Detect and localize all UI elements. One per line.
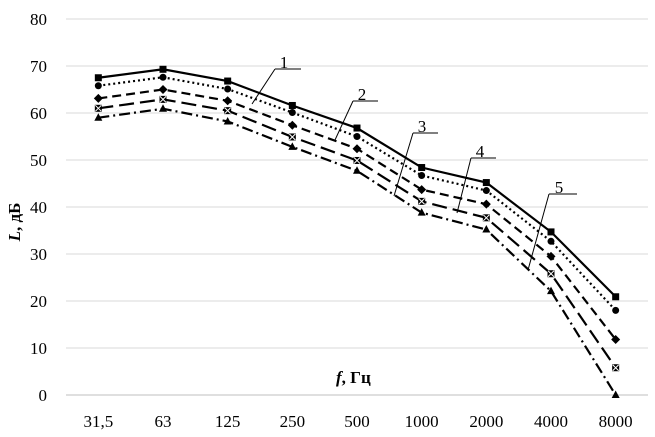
- data-point-2: [288, 109, 296, 117]
- data-point-2: [159, 73, 167, 81]
- data-point-1: [353, 124, 361, 132]
- curve-label: 2: [358, 85, 367, 104]
- data-point-2: [94, 82, 102, 90]
- data-point-1: [482, 179, 490, 187]
- curve-label: 4: [476, 142, 485, 161]
- y-tick-label: 80: [30, 10, 47, 29]
- data-point-4: [482, 214, 490, 222]
- curve-label-leader: [334, 100, 354, 141]
- data-point-5: [482, 225, 491, 233]
- data-point-4: [288, 133, 296, 141]
- data-point-4: [159, 95, 167, 103]
- data-point-5: [223, 116, 232, 125]
- data-point-3: [158, 85, 168, 94]
- data-point-3: [93, 93, 103, 103]
- x-tick-label: 63: [155, 412, 172, 431]
- data-point-5: [353, 166, 361, 174]
- curve-label-leader: [456, 157, 472, 214]
- curve-label: 1: [280, 53, 289, 72]
- data-point-2: [418, 172, 426, 180]
- data-point-1: [224, 77, 232, 85]
- y-tick-label: 70: [30, 57, 47, 76]
- y-tick-label: 20: [30, 292, 47, 311]
- data-point-3: [417, 185, 427, 195]
- data-point-2: [612, 306, 620, 314]
- data-point-4: [612, 364, 620, 372]
- curve-label-leader: [527, 193, 550, 271]
- data-point-3: [287, 120, 297, 130]
- data-point-4: [418, 197, 426, 205]
- data-point-1: [288, 101, 296, 109]
- y-tick-label: 0: [39, 386, 48, 405]
- data-point-2: [353, 133, 361, 140]
- curve-label-leader: [251, 68, 276, 105]
- x-tick-label: 250: [280, 412, 306, 431]
- data-point-5: [417, 208, 426, 216]
- x-tick-label: 1000: [405, 412, 439, 431]
- y-axis-label: L, дБ: [5, 203, 24, 243]
- data-point-3: [481, 199, 491, 209]
- data-point-1: [94, 74, 102, 82]
- x-tick-label: 2000: [469, 412, 503, 431]
- y-tick-labels: 0 10 20 30 40 50 60 70 80: [30, 10, 47, 405]
- x-tick-label: 4000: [534, 412, 568, 431]
- series-line-5: [98, 107, 617, 396]
- grid-lines: [66, 18, 648, 396]
- y-tick-label: 10: [30, 339, 47, 358]
- data-point-1: [612, 293, 620, 301]
- x-tick-label: 500: [344, 412, 370, 431]
- y-tick-label: 30: [30, 245, 47, 264]
- x-tick-label: 8000: [599, 412, 633, 431]
- data-point-1: [547, 228, 555, 236]
- data-point-4: [547, 270, 555, 278]
- y-tick-label: 40: [30, 198, 47, 217]
- data-point-4: [94, 104, 102, 112]
- data-point-5: [159, 104, 167, 112]
- data-point-5: [547, 286, 555, 295]
- series-line-4: [98, 98, 617, 369]
- curve-label-leaders: 1 2 3 4 5: [251, 53, 577, 271]
- data-point-1: [418, 164, 426, 172]
- data-point-5: [288, 142, 297, 150]
- data-point-1: [159, 65, 167, 73]
- data-point-3: [611, 335, 621, 345]
- data-point-5: [94, 113, 103, 121]
- curve-label: 3: [418, 117, 427, 136]
- x-axis-label: f, Гц: [336, 368, 371, 387]
- data-point-3: [546, 251, 556, 261]
- data-point-3: [352, 144, 362, 154]
- data-point-4: [353, 156, 361, 164]
- data-point-2: [547, 237, 555, 245]
- x-tick-labels: 31,5 63 125 250 500 1000 2000 4000 8000: [83, 412, 632, 431]
- data-point-4: [224, 107, 232, 115]
- data-point-2: [224, 85, 232, 93]
- series-markers: [93, 65, 621, 398]
- y-tick-label: 50: [30, 151, 47, 170]
- curve-label: 5: [555, 178, 564, 197]
- curve-label-leader: [393, 132, 414, 197]
- x-tick-label: 125: [215, 412, 241, 431]
- x-tick-label: 31,5: [83, 412, 113, 431]
- data-point-3: [223, 96, 233, 106]
- series-line-2: [98, 76, 617, 312]
- data-point-5: [611, 390, 620, 398]
- y-tick-label: 60: [30, 104, 47, 123]
- data-point-2: [482, 187, 490, 195]
